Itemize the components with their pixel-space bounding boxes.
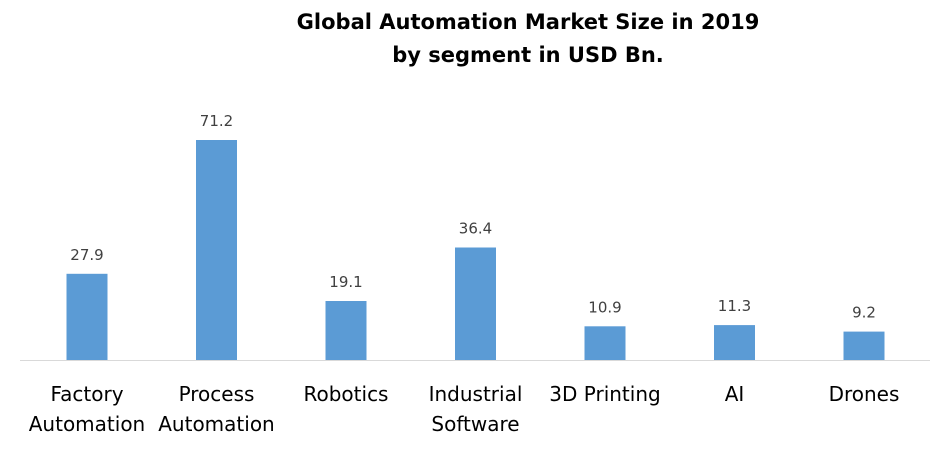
data-label-4: 10.9 bbox=[588, 298, 621, 316]
data-label-1: 71.2 bbox=[200, 112, 233, 130]
category-label-5: AI bbox=[725, 382, 745, 406]
category-label-2: Robotics bbox=[304, 382, 389, 406]
category-label-1-line-0: Process bbox=[179, 382, 255, 406]
category-label-2-line-0: Robotics bbox=[304, 382, 389, 406]
chart-title-line-1: Global Automation Market Size in 2019 bbox=[296, 10, 760, 34]
data-label-2: 19.1 bbox=[329, 273, 362, 291]
chart-title-line-2: by segment in USD Bn. bbox=[392, 43, 664, 67]
category-label-4: 3D Printing bbox=[549, 382, 660, 406]
category-label-1: Process Automation bbox=[158, 382, 274, 436]
category-label-3-line-0: Industrial bbox=[429, 382, 523, 406]
data-label-5: 11.3 bbox=[718, 297, 751, 315]
category-label-3: Industrial Software bbox=[429, 382, 523, 436]
bars-layer bbox=[66, 140, 885, 360]
category-label-0: Factory Automation bbox=[29, 382, 145, 436]
data-label-0: 27.9 bbox=[70, 246, 103, 264]
category-label-0-line-0: Factory bbox=[50, 382, 123, 406]
category-label-4-line-0: 3D Printing bbox=[549, 382, 660, 406]
bar-2 bbox=[325, 301, 367, 360]
bar-3 bbox=[455, 247, 496, 360]
data-labels-layer: 27.9 71.2 19.1 36.4 10.9 11.3 9.2 bbox=[70, 112, 876, 322]
category-label-1-line-1: Automation bbox=[158, 412, 274, 436]
category-label-0-line-1: Automation bbox=[29, 412, 145, 436]
category-label-6-line-0: Drones bbox=[829, 382, 900, 406]
data-label-3: 36.4 bbox=[459, 220, 492, 238]
category-label-5-line-0: AI bbox=[725, 382, 745, 406]
category-label-6: Drones bbox=[829, 382, 900, 406]
bar-4 bbox=[584, 326, 626, 360]
bar-6 bbox=[843, 331, 885, 360]
chart-title: Global Automation Market Size in 2019 by… bbox=[0, 6, 950, 72]
data-label-6: 9.2 bbox=[852, 304, 876, 322]
category-label-3-line-1: Software bbox=[431, 412, 519, 436]
bar-0 bbox=[66, 273, 108, 360]
category-labels-layer: Factory Automation Process Automation Roboti… bbox=[29, 382, 900, 436]
bar-5 bbox=[714, 325, 755, 360]
bar-1 bbox=[196, 140, 237, 360]
